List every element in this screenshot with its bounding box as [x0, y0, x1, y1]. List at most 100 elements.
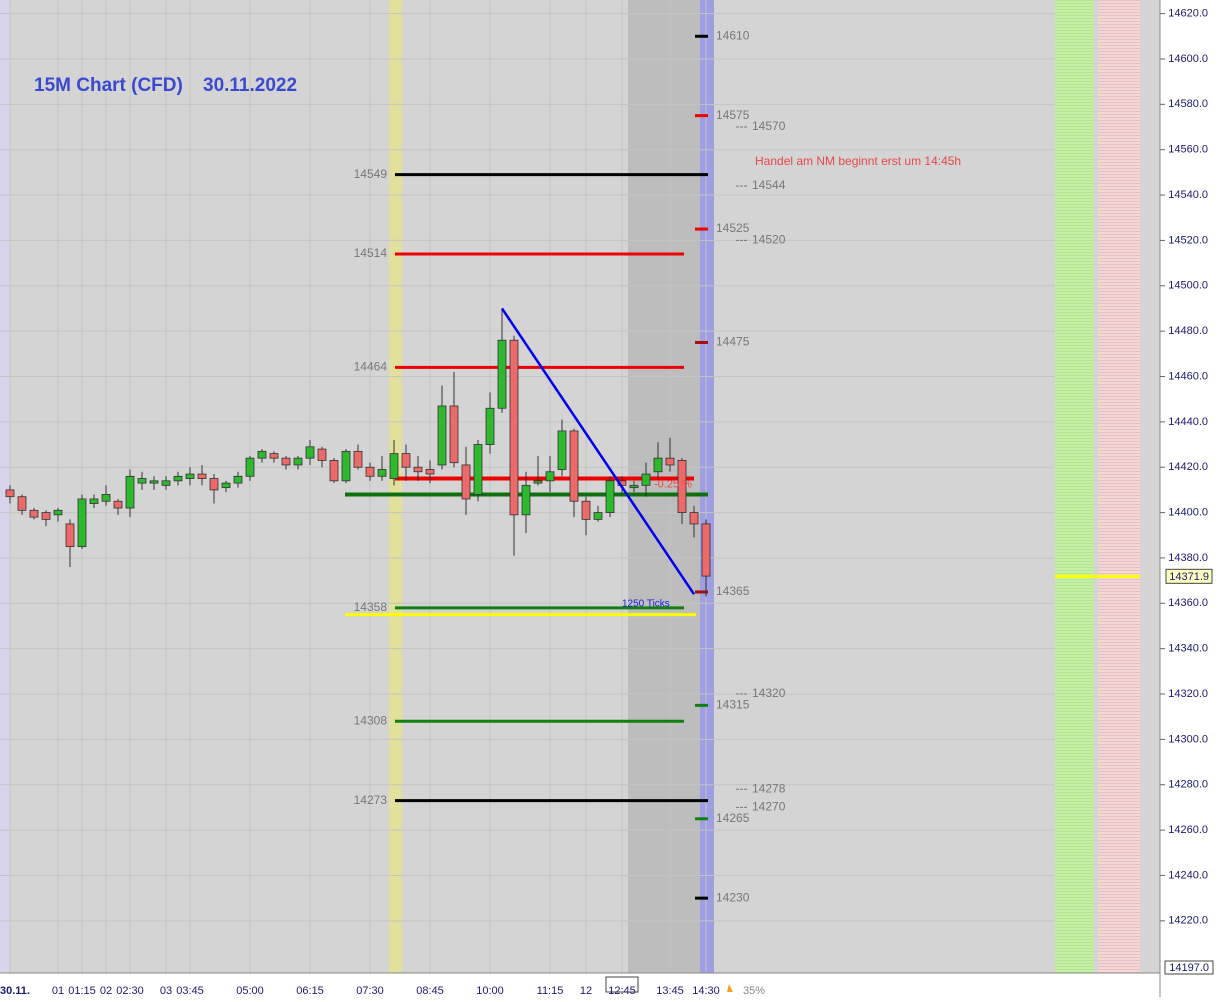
y-tick-label: 14540.0 [1168, 189, 1208, 201]
candle-body [245, 457, 255, 477]
candle-body [173, 475, 183, 482]
y-tick-label: 14280.0 [1168, 779, 1208, 791]
pivot-label: 14544 [752, 178, 786, 192]
candle-body [497, 339, 507, 409]
candle-body [185, 473, 195, 479]
candle-body [29, 509, 39, 518]
candle-body [317, 448, 327, 461]
candle-body [437, 405, 447, 466]
right-level-label: 14365 [716, 584, 750, 598]
x-tick-label: 14:30 [692, 985, 720, 997]
y-tick-label: 14440.0 [1168, 416, 1208, 428]
candle-body [677, 460, 687, 513]
candle-body [161, 480, 171, 486]
right-level-label: 14265 [716, 811, 750, 825]
candle-body [569, 430, 579, 502]
right-level-label: 14315 [716, 698, 750, 712]
candle-body [293, 457, 303, 466]
x-tick-label: 02:30 [116, 985, 144, 997]
x-tick-label: 13:45 [656, 985, 684, 997]
x-tick-label: 02 [100, 985, 112, 997]
candle-body [545, 471, 555, 482]
candle-body [533, 480, 543, 484]
x-tick-label: 11:15 [537, 985, 564, 997]
right-level-label: 14575 [716, 108, 750, 122]
candle-body [329, 460, 339, 482]
candle-body [425, 469, 435, 475]
candle-body [221, 482, 231, 489]
current-price-box [1165, 568, 1213, 584]
axes: 14620.0 14600.0 14580.0 14560.0 14540.0 14520… [0, 8, 1214, 997]
candle-body [665, 457, 675, 466]
level-label: 14308 [354, 713, 388, 727]
candle-body [41, 512, 51, 520]
candle-body [269, 453, 279, 459]
candle-body [353, 450, 363, 468]
x-tick-label: 12 [580, 985, 592, 997]
y-tick-label: 14580.0 [1168, 98, 1208, 110]
y-tick-label: 14360.0 [1168, 597, 1208, 609]
candle-body [689, 512, 699, 525]
x-tick-label: 01:15 [68, 985, 96, 997]
y-tick-label: 14500.0 [1168, 280, 1208, 292]
candle-body [485, 407, 495, 445]
x-tick-label: 05:00 [236, 985, 264, 997]
plot-background [0, 0, 1160, 973]
axis-low-box [1164, 960, 1214, 975]
current-band [700, 0, 714, 973]
candle-body [377, 469, 387, 477]
x-tick-label: 10:00 [476, 985, 504, 997]
x-tick-label: 01 [52, 985, 64, 997]
candle-body [365, 466, 375, 477]
level-label: 14464 [354, 360, 388, 374]
candle-body [125, 475, 135, 509]
y-tick-label: 14340.0 [1168, 643, 1208, 655]
candle-body [461, 464, 471, 500]
current-price-label: 14371.9 [1169, 571, 1209, 583]
zoom-icon [727, 984, 733, 992]
y-tick-label: 14320.0 [1168, 688, 1208, 700]
y-tick-label: 14380.0 [1168, 552, 1208, 564]
candle-body [593, 512, 603, 520]
x-tick-label: 03:45 [176, 985, 204, 997]
right-level-label: 14525 [716, 221, 750, 235]
candle-body [65, 523, 75, 548]
y-tick-label: 14560.0 [1168, 144, 1208, 156]
candle-body [53, 509, 63, 516]
x-tick-label: 30.11. [0, 985, 30, 997]
candle-body [557, 430, 567, 470]
y-tick-label: 14520.0 [1168, 234, 1208, 246]
candle-body [701, 523, 711, 577]
candle-body [257, 450, 267, 459]
x-tick-label: 12:45 [608, 985, 636, 997]
pivot-label: 14570 [752, 119, 786, 133]
y-tick-label: 14300.0 [1168, 733, 1208, 745]
candle-body [149, 480, 159, 484]
volume-profile-sell [1098, 0, 1140, 973]
level-label: 14549 [354, 167, 388, 181]
annotation: Handel am NM beginnt erst um 14:45h [755, 154, 961, 168]
y-tick-label: 14460.0 [1168, 370, 1208, 382]
candle-body [629, 484, 639, 489]
candle-body [233, 475, 243, 484]
level-label: 14273 [354, 793, 388, 807]
volume-profile-buy [1055, 0, 1094, 973]
candle-body [341, 450, 351, 482]
chart-date: 30.11.2022 [203, 75, 297, 96]
time-band [628, 0, 700, 973]
candle-body [281, 457, 291, 466]
marks: 14549 14514 14464 14358 14308 14273 14610 14575… [5, 28, 1140, 904]
candle-body [389, 453, 399, 479]
x-tick-label: 08:45 [416, 985, 444, 997]
candle-body [581, 500, 591, 520]
x-tick-label: 07:30 [356, 985, 384, 997]
candle-body [89, 498, 99, 504]
y-tick-label: 14260.0 [1168, 824, 1208, 836]
session-band [0, 0, 10, 973]
candle-body [521, 484, 531, 516]
candle-body [101, 494, 111, 502]
chart-title: 15M Chart (CFD) [34, 75, 183, 96]
y-tick-label: 14620.0 [1168, 8, 1208, 20]
x-tick-label: 03 [160, 985, 172, 997]
